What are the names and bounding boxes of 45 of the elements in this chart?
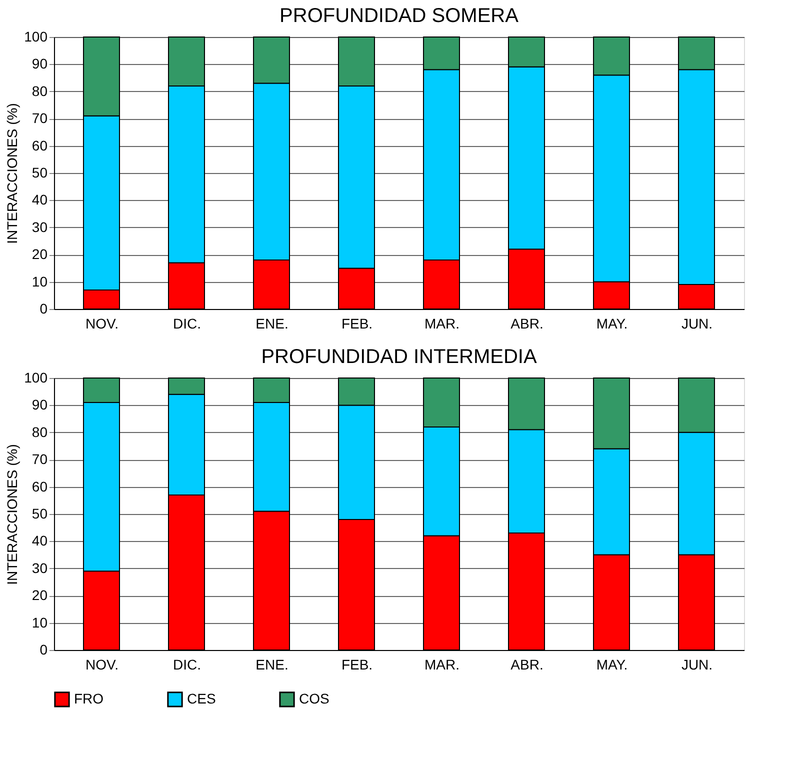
y-axis-title: INTERACCIONES (%) — [4, 444, 20, 585]
chart-title: PROFUNDIDAD INTERMEDIA — [261, 346, 538, 368]
y-tick-label: 40 — [32, 192, 48, 208]
y-tick-label: 20 — [32, 246, 48, 262]
y-tick-label: 70 — [32, 451, 48, 468]
y-tick-label: 50 — [32, 164, 48, 180]
x-tick-label: MAY. — [596, 316, 628, 332]
y-tick-label: 80 — [32, 82, 48, 99]
x-tick-label: ABR. — [510, 656, 544, 672]
y-tick-label: 70 — [32, 110, 48, 126]
legend-label: COS — [299, 690, 330, 706]
x-tick-label: MAR. — [424, 316, 460, 332]
y-tick-label: 60 — [32, 137, 48, 154]
y-tick-label: 80 — [32, 424, 48, 440]
x-tick-label: ENE. — [256, 316, 288, 332]
x-tick-label: NOV. — [86, 316, 118, 332]
x-tick-label: FEB. — [341, 316, 373, 332]
y-tick-label: 10 — [32, 273, 48, 290]
y-tick-label: 0 — [40, 300, 48, 316]
legend-label: CES — [187, 690, 216, 706]
y-axis-title: INTERACCIONES (%) — [4, 103, 20, 244]
y-tick-label: 0 — [40, 642, 48, 658]
y-tick-label: 10 — [32, 614, 48, 630]
y-tick-label: 20 — [32, 587, 48, 604]
chart-title: PROFUNDIDAD SOMERA — [280, 5, 520, 27]
y-tick-label: 30 — [32, 218, 48, 235]
x-tick-label: DIC. — [173, 656, 201, 672]
x-tick-label: MAY. — [596, 656, 628, 672]
y-tick-label: 90 — [32, 396, 48, 413]
x-tick-label: FEB. — [341, 656, 373, 672]
x-tick-label: ABR. — [510, 316, 544, 332]
y-tick-label: 40 — [32, 532, 48, 549]
y-tick-label: 90 — [32, 56, 48, 72]
y-tick-label: 50 — [32, 506, 48, 522]
x-tick-label: JUN. — [681, 316, 713, 332]
x-tick-label: MAR. — [424, 656, 460, 672]
y-tick-label: 60 — [32, 478, 48, 494]
y-tick-label: 30 — [32, 560, 48, 576]
x-tick-label: JUN. — [681, 656, 713, 672]
y-tick-label: 100 — [24, 28, 48, 44]
legend-label: FRO — [74, 690, 104, 706]
x-tick-label: NOV. — [86, 656, 118, 672]
x-tick-label: DIC. — [173, 316, 201, 332]
y-tick-label: 100 — [24, 370, 48, 386]
x-tick-label: ENE. — [256, 656, 288, 672]
